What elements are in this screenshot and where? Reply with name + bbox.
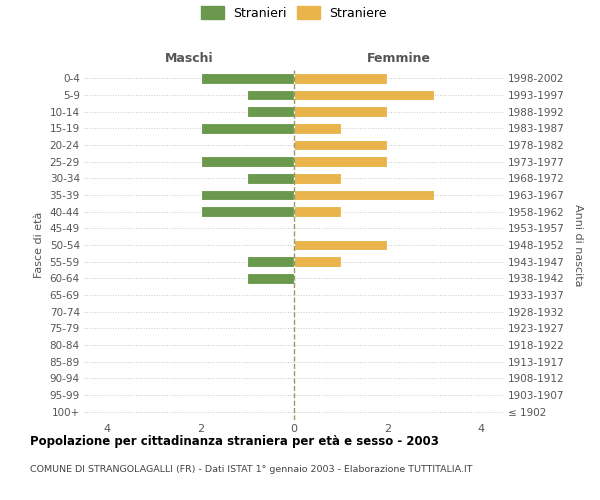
Bar [294,256,341,267]
Bar [200,73,294,84]
Bar [247,256,294,267]
Bar [294,106,388,117]
Bar [247,273,294,284]
Bar [294,90,434,101]
Bar [294,190,434,200]
Bar [294,206,341,217]
Bar [294,73,388,84]
Legend: Stranieri, Straniere: Stranieri, Straniere [201,6,387,20]
Bar [294,156,388,167]
Bar [294,173,341,184]
Text: COMUNE DI STRANGOLAGALLI (FR) - Dati ISTAT 1° gennaio 2003 - Elaborazione TUTTIT: COMUNE DI STRANGOLAGALLI (FR) - Dati IST… [30,465,473,474]
Bar [294,140,388,150]
Y-axis label: Anni di nascita: Anni di nascita [573,204,583,286]
Text: Maschi: Maschi [164,52,214,65]
Bar [200,206,294,217]
Text: Femmine: Femmine [367,52,431,65]
Bar [294,123,341,134]
Bar [200,190,294,200]
Bar [247,173,294,184]
Text: Popolazione per cittadinanza straniera per età e sesso - 2003: Popolazione per cittadinanza straniera p… [30,435,439,448]
Bar [200,156,294,167]
Bar [247,106,294,117]
Bar [247,90,294,101]
Y-axis label: Fasce di età: Fasce di età [34,212,44,278]
Bar [294,240,388,250]
Bar [200,123,294,134]
